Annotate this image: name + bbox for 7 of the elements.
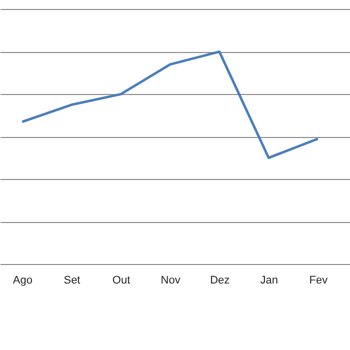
x-tick-label: Fev xyxy=(309,274,328,286)
x-tick-label: Dez xyxy=(210,274,230,286)
x-tick-label: Jan xyxy=(260,274,278,286)
x-tick-label: Out xyxy=(112,274,130,286)
x-tick-label: Ago xyxy=(12,274,32,286)
x-tick-label: Nov xyxy=(160,274,181,286)
x-tick-label: Set xyxy=(64,274,80,286)
